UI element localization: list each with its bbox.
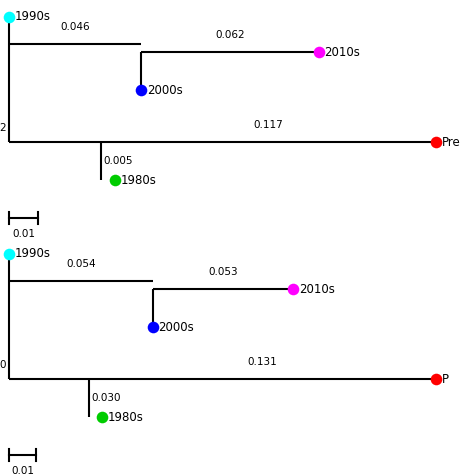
Text: 0.046: 0.046 <box>61 22 90 32</box>
Text: 0.032: 0.032 <box>0 123 7 133</box>
Text: P: P <box>442 373 449 386</box>
Point <box>289 285 297 293</box>
Point <box>111 176 119 184</box>
Text: Pre: Pre <box>442 136 461 149</box>
Text: 0.030: 0.030 <box>0 360 7 370</box>
Text: 2010s: 2010s <box>324 46 360 59</box>
Text: 0.053: 0.053 <box>208 267 237 277</box>
Point <box>6 250 13 257</box>
Text: 0.005: 0.005 <box>103 156 133 166</box>
Text: 0.01: 0.01 <box>11 465 34 474</box>
Point <box>99 413 106 421</box>
Point <box>137 86 145 94</box>
Text: 2000s: 2000s <box>158 320 194 334</box>
Text: 0.062: 0.062 <box>215 30 245 40</box>
Point <box>149 323 156 331</box>
Text: 0.117: 0.117 <box>254 120 283 130</box>
Text: 0.01: 0.01 <box>12 229 35 239</box>
Text: 1990s: 1990s <box>15 247 51 260</box>
Text: 1990s: 1990s <box>15 10 51 23</box>
Point <box>315 48 322 56</box>
Text: 2010s: 2010s <box>299 283 335 296</box>
Text: 2000s: 2000s <box>147 83 182 97</box>
Text: 0.030: 0.030 <box>91 393 121 403</box>
Text: 1980s: 1980s <box>121 173 157 187</box>
Point <box>432 375 440 383</box>
Point <box>432 138 440 146</box>
Text: 0.054: 0.054 <box>66 259 96 269</box>
Point <box>6 13 13 20</box>
Text: 0.131: 0.131 <box>247 357 277 367</box>
Text: 1980s: 1980s <box>108 410 144 424</box>
